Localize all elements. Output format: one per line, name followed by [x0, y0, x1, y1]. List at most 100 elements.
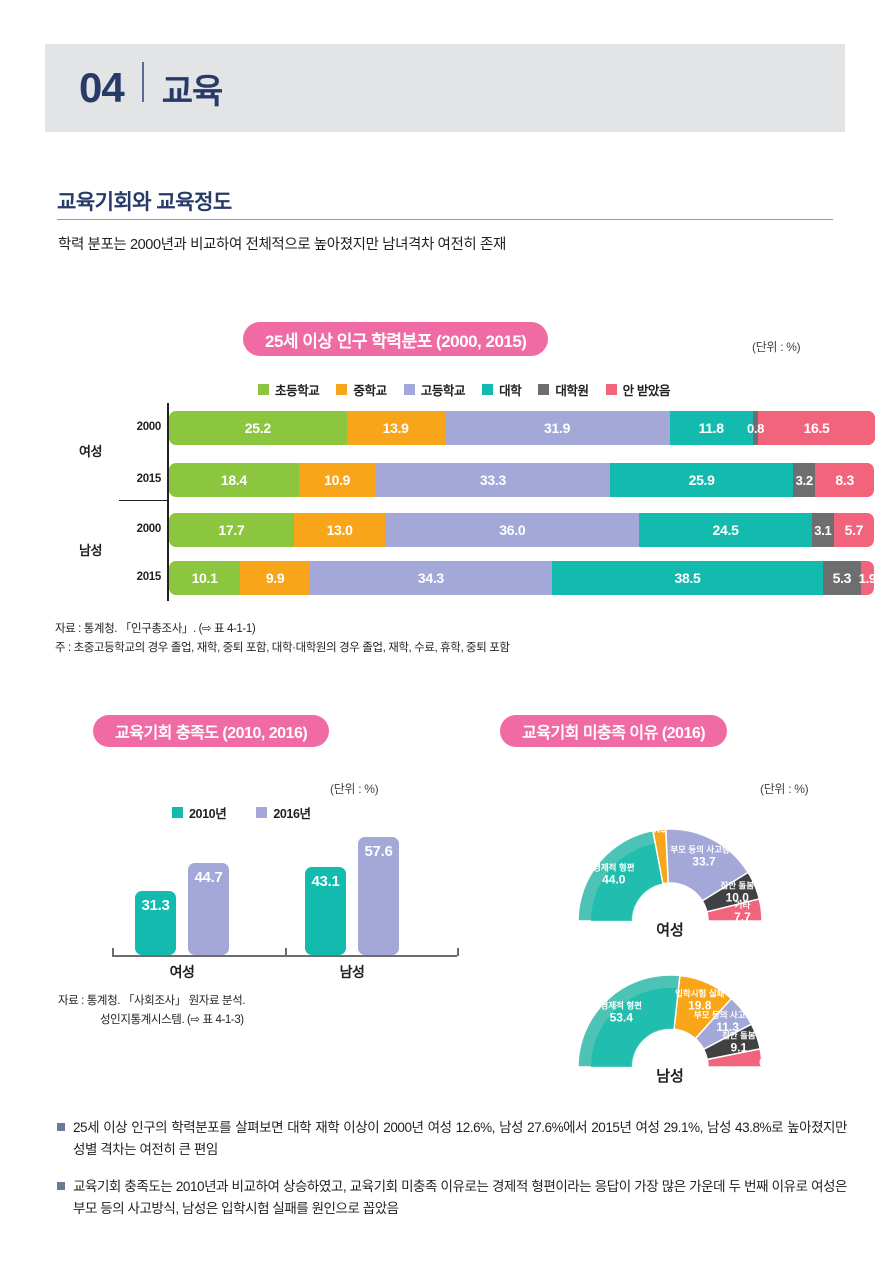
bar-group-label: 남성 — [79, 543, 102, 558]
summary-bullet-text: 25세 이상 인구의 학력분포를 살펴보면 대학 재학 이상이 2000년 여성… — [73, 1120, 847, 1158]
donut-center-label: 여성 — [656, 921, 684, 939]
donut-slice-label: 경제적 형편 — [601, 1001, 643, 1011]
donut-slice-value: 19.8 — [688, 998, 712, 1012]
donut-slice — [705, 898, 763, 922]
legend-item: 고등학교 — [403, 380, 466, 399]
chart-opportunity-satisfaction: 31.3 44.7 43.1 57.6 여성 남성 — [57, 800, 459, 980]
bar-segment-value: 17.7 — [218, 522, 245, 538]
bar-segment: 34.3 — [309, 561, 552, 595]
stacked-bar-row: 18.4 10.9 33.3 25.9 3.2 8.3 — [169, 463, 874, 497]
chart-unmet-reason: 경제적 형편 44.0 입학시험 실패 4.5 부모 등의 사고방식 33.7 집안 돌봄 1… — [470, 795, 870, 1085]
chart-title-opportunity-satisfaction: 교육기회 충족도 (2010, 2016) — [93, 715, 330, 747]
stacked-bar-row: 25.2 13.9 31.9 11.8 0.8 16.5 — [169, 411, 875, 445]
donut-slice — [665, 828, 750, 902]
bar-segment: 33.3 — [375, 463, 611, 497]
bullet-square-icon — [57, 1123, 65, 1131]
column-group-label: 여성 — [169, 964, 195, 980]
legend-swatch-icon — [482, 384, 494, 395]
donut-slice-value: 10.0 — [726, 891, 750, 905]
donut-slice-label: 경제적 형편 — [593, 862, 635, 872]
summary-bullet-list: 25세 이상 인구의 학력분포를 살펴보면 대학 재학 이상이 2000년 여성… — [57, 1117, 847, 1234]
donut-slice-label: 입학시험 실패 — [675, 988, 724, 998]
bar-segment-value: 3.1 — [814, 522, 832, 538]
bar-segment: 5.7 — [833, 513, 874, 547]
donut-slice-label: 집안 돌봄 — [720, 881, 754, 891]
summary-bullet: 교육기회 충족도는 2010년과 비교하여 상승하였고, 교육기회 미충족 이유… — [57, 1176, 847, 1221]
bar-segment: 24.5 — [639, 513, 812, 547]
unit-label-opportunity-satisfaction: (단위 : %) — [330, 782, 379, 796]
donut-slice-value: 9.1 — [730, 1041, 747, 1055]
legend-label: 대학원 — [555, 384, 589, 398]
bar-segment-value: 5.3 — [832, 570, 852, 586]
bar-segment: 10.9 — [298, 463, 376, 497]
bar-segment-value: 33.3 — [479, 472, 506, 488]
donut-slice-value: 53.4 — [610, 1011, 634, 1025]
bar-segment-value: 1.9 — [858, 570, 876, 586]
legend-item: 2010년 — [172, 803, 227, 822]
donut-slice-value: 33.7 — [692, 854, 716, 868]
donut-slice — [706, 1048, 763, 1068]
column-bar-value: 44.7 — [194, 869, 223, 887]
donut-slice-value: 6.3 — [759, 1055, 776, 1069]
bar-segment: 0.8 — [747, 411, 764, 445]
donut-slice-label: 부모 등의 사고방식 — [670, 844, 737, 854]
donut-slice-inner-accent — [591, 843, 663, 921]
column-bar-value: 31.3 — [141, 896, 170, 914]
bar-segment: 25.9 — [610, 463, 793, 497]
bar-segment-value: 10.1 — [191, 570, 218, 586]
bar-segment-value: 10.9 — [324, 472, 351, 488]
bar-segment: 5.3 — [823, 561, 861, 595]
bar-segment-value: 5.7 — [844, 522, 864, 538]
axis-tick — [457, 948, 459, 956]
bar-segment-value: 3.2 — [795, 472, 813, 488]
legend-swatch-icon — [172, 807, 183, 818]
bar-segment-value: 13.0 — [326, 522, 353, 538]
column-bar: 44.7 — [188, 863, 229, 955]
chart-axis-group-separator — [119, 500, 168, 501]
column-bar: 43.1 — [305, 866, 346, 955]
chapter-title: 교육 — [161, 72, 224, 111]
bar-segment: 31.9 — [444, 411, 670, 445]
column-bar-value: 43.1 — [311, 872, 340, 890]
bullet-square-icon — [57, 1181, 65, 1190]
stacked-bar-row: 17.7 13.0 36.0 24.5 3.1 5.7 — [169, 513, 874, 547]
bar-segment-value: 16.5 — [803, 420, 830, 436]
donut-slice-value: 7.7 — [734, 910, 751, 924]
axis-tick — [112, 948, 114, 956]
bar-segment: 17.7 — [169, 513, 294, 547]
legend-swatch-icon — [538, 384, 550, 395]
donut-slice-label: 집안 돌봄 — [722, 1031, 756, 1041]
axis-tick — [285, 948, 287, 956]
legend-swatch-icon — [258, 384, 269, 395]
bar-group-label: 여성 — [79, 444, 102, 459]
chapter-number: 04 — [79, 64, 125, 111]
legend-item: 대학 — [482, 380, 522, 399]
column-group-label: 남성 — [339, 964, 365, 980]
legend-item: 안 받았음 — [605, 380, 671, 399]
bar-year-label: 2000 — [136, 523, 162, 535]
legend-item: 2016년 — [256, 803, 311, 822]
legend-swatch-icon — [605, 384, 617, 395]
bar-segment: 3.1 — [811, 513, 834, 547]
legend-edu-distribution: 초등학교 중학교 고등학교 대학 대학원 안 받았음 — [258, 380, 671, 399]
bar-segment-value: 36.0 — [499, 522, 526, 538]
unit-label-edu-distribution: (단위 : %) — [752, 340, 801, 354]
bar-segment-value: 8.3 — [835, 472, 854, 488]
bar-segment: 36.0 — [385, 513, 640, 547]
bar-segment-value: 0.8 — [746, 420, 765, 436]
bar-year-label: 2015 — [136, 571, 162, 583]
bar-segment: 8.3 — [815, 463, 874, 497]
donut-slice-value: 4.5 — [650, 822, 667, 836]
chart-title-unmet-reason: 교육기회 미충족 이유 (2016) — [500, 715, 728, 747]
bar-segment: 38.5 — [551, 561, 824, 595]
donut-slice-label: 기타 — [735, 900, 751, 910]
bar-segment-value: 38.5 — [674, 570, 701, 586]
donut-slice-value: 11.3 — [716, 1020, 739, 1034]
legend-opportunity-satisfaction: 2010년 2016년 — [172, 803, 311, 822]
legend-item: 초등학교 — [258, 380, 320, 399]
source-note-opportunity-satisfaction: 자료 : 통계청. 「사회조사」 원자료 분석. — [58, 995, 246, 1007]
bar-segment: 10.1 — [169, 561, 241, 595]
bar-segment-value: 31.9 — [544, 420, 571, 436]
legend-item: 중학교 — [336, 380, 387, 399]
bar-segment: 11.8 — [669, 411, 753, 445]
